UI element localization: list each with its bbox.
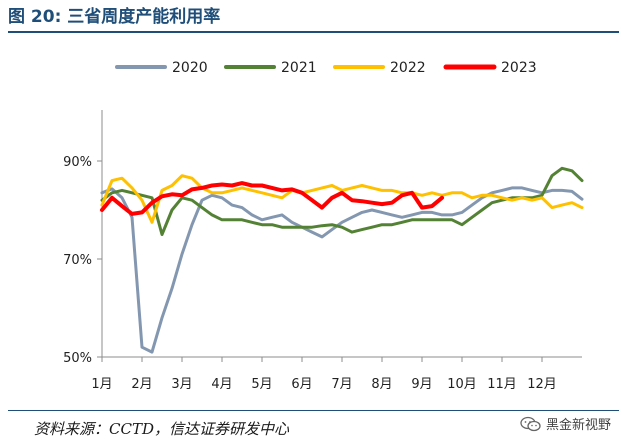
- chart-axes: 50% 70% 90% 1月 2月 3月 4月 5月 6月 7月 8月 9月 10月 11月 12月: [63, 110, 582, 392]
- line-chart: 2020 2021 2022 2023 50% 70% 90% 1月 2月 3月 4月 5月 6月 7月…: [63, 60, 584, 392]
- chart-series: [100, 166, 584, 354]
- x-tick-label: 5月: [251, 377, 272, 392]
- series-line-2020: [100, 186, 584, 354]
- watermark-text: 黑金新视野: [545, 418, 611, 433]
- x-tick-label: 4月: [211, 377, 232, 392]
- y-tick-label: 50%: [63, 351, 92, 366]
- series-line-2023: [100, 181, 444, 216]
- x-tick-label: 8月: [371, 377, 392, 392]
- source-note: 资料来源：CCTD，信达证券研发中心: [34, 420, 289, 438]
- x-tick-label: 7月: [331, 377, 352, 392]
- title-divider: [8, 31, 619, 33]
- x-tick-label: 3月: [171, 377, 192, 392]
- wechat-icon: [520, 416, 541, 431]
- x-tick-label: 9月: [411, 377, 432, 392]
- legend-label-2020: 2020: [172, 60, 208, 76]
- legend-label-2021: 2021: [281, 60, 317, 76]
- x-tick-label: 1月: [91, 377, 112, 392]
- x-tick-label: 11月: [487, 377, 517, 392]
- footer-divider: [8, 410, 619, 411]
- series-line-2022: [100, 174, 584, 224]
- legend-label-2022: 2022: [390, 60, 426, 76]
- series-line-2021: [100, 166, 584, 236]
- legend-label-2023: 2023: [501, 60, 537, 76]
- page-title: 图 20: 三省周度产能利用率: [8, 7, 221, 27]
- x-tick-label: 12月: [527, 377, 557, 392]
- x-tick-label: 6月: [291, 377, 312, 392]
- x-tick-label: 2月: [131, 377, 152, 392]
- y-tick-label: 70%: [63, 253, 92, 268]
- watermark: 黑金新视野: [520, 414, 611, 433]
- x-tick-label: 10月: [447, 377, 477, 392]
- chart-legend: 2020 2021 2022 2023: [115, 60, 537, 76]
- y-tick-label: 90%: [63, 155, 92, 170]
